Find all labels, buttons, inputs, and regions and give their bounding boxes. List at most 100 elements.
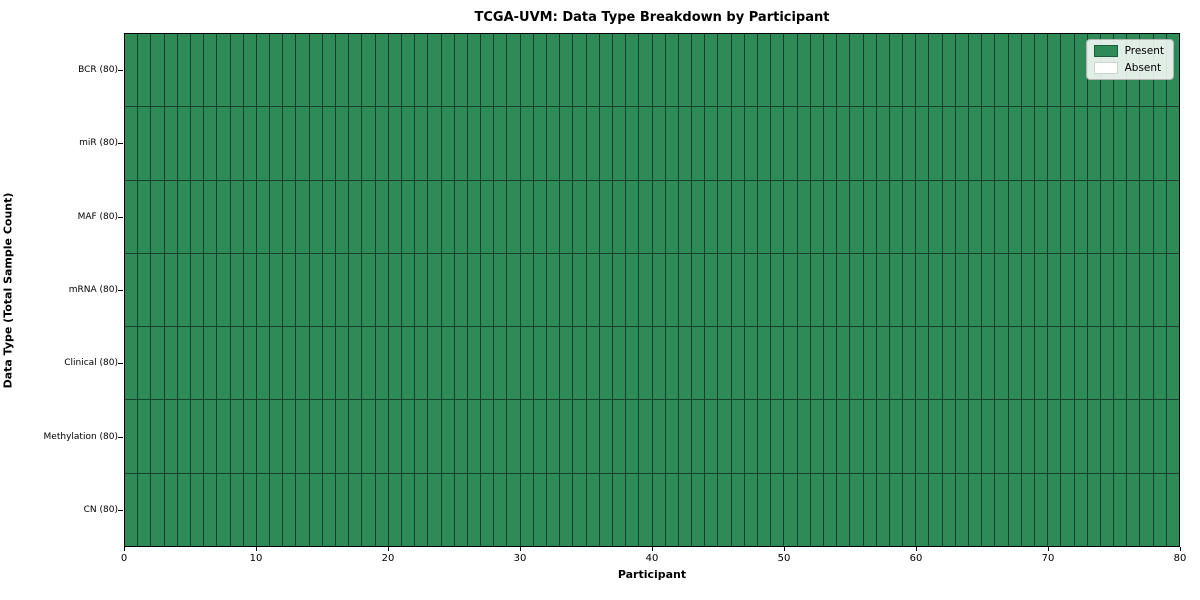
heatmap-cell	[810, 34, 823, 107]
heatmap-cell	[758, 400, 771, 473]
heatmap-cell	[217, 400, 230, 473]
heatmap-cell	[1166, 400, 1179, 473]
heatmap-cell	[1061, 253, 1074, 327]
heatmap-cell	[1034, 180, 1048, 253]
heatmap-cell	[692, 473, 705, 546]
y-tick-mark	[118, 69, 123, 71]
x-axis-label: Participant	[617, 568, 687, 581]
heatmap-cell	[916, 34, 929, 107]
heatmap-cell	[771, 180, 784, 253]
heatmap-cell	[731, 253, 744, 327]
heatmap-cell	[744, 180, 757, 253]
heatmap-cell	[982, 327, 995, 400]
heatmap-cell	[1114, 107, 1127, 180]
heatmap-cell	[164, 107, 177, 180]
heatmap-cell	[1021, 473, 1034, 546]
heatmap-cell	[573, 400, 586, 473]
heatmap-cell	[204, 180, 217, 253]
heatmap-grid	[125, 34, 1179, 546]
heatmap-cell	[718, 327, 731, 400]
heatmap-cell	[138, 400, 151, 473]
heatmap-cell	[995, 473, 1008, 546]
heatmap-cell	[520, 400, 533, 473]
heatmap-cell	[401, 34, 415, 107]
heatmap-cell	[454, 400, 467, 473]
heatmap-cell	[1021, 327, 1034, 400]
heatmap-cell	[270, 107, 283, 180]
heatmap-cell	[151, 34, 164, 107]
heatmap-cell	[718, 34, 731, 107]
heatmap-cell	[1114, 473, 1127, 546]
heatmap-cell	[256, 400, 270, 473]
heatmap-cell	[454, 107, 467, 180]
heatmap-cell	[270, 34, 283, 107]
heatmap-cell	[586, 327, 599, 400]
heatmap-cell	[243, 34, 256, 107]
heatmap-cell	[586, 253, 599, 327]
heatmap-cell	[1114, 400, 1127, 473]
heatmap-cell	[784, 180, 797, 253]
heatmap-cell	[1087, 400, 1100, 473]
x-tick-mark	[652, 547, 653, 551]
heatmap-cell	[942, 180, 955, 253]
heatmap-cell	[283, 180, 296, 253]
heatmap-cell	[230, 180, 243, 253]
heatmap-cell	[995, 34, 1008, 107]
heatmap-cell	[1100, 253, 1114, 327]
heatmap-cell	[955, 180, 968, 253]
heatmap-cell	[1153, 473, 1166, 546]
heatmap-cell	[560, 253, 573, 327]
heatmap-cell	[1021, 180, 1034, 253]
heatmap-cell	[758, 107, 771, 180]
heatmap-cell	[270, 327, 283, 400]
heatmap-cell	[428, 327, 441, 400]
heatmap-cell	[256, 473, 270, 546]
heatmap-cell	[441, 253, 454, 327]
x-tick-label: 10	[249, 553, 263, 564]
heatmap-cell	[626, 400, 639, 473]
y-tick-mark	[118, 510, 123, 512]
heatmap-cell	[705, 180, 718, 253]
heatmap-cell	[1114, 253, 1127, 327]
heatmap-cell	[929, 400, 942, 473]
heatmap-cell	[190, 34, 204, 107]
heatmap-cell	[1166, 107, 1179, 180]
heatmap-cell	[177, 34, 190, 107]
heatmap-cell	[639, 253, 652, 327]
chart-title: TCGA-UVM: Data Type Breakdown by Partici…	[474, 10, 830, 25]
heatmap-cell	[863, 180, 876, 253]
heatmap-cell	[138, 107, 151, 180]
heatmap-cell	[1008, 180, 1021, 253]
heatmap-cell	[692, 253, 705, 327]
heatmap-cell	[1127, 473, 1140, 546]
heatmap-cell	[1127, 253, 1140, 327]
heatmap-cell	[1100, 473, 1114, 546]
heatmap-cell	[863, 107, 876, 180]
heatmap-cell	[995, 180, 1008, 253]
heatmap-cell	[823, 253, 837, 327]
heatmap-cell	[903, 34, 916, 107]
heatmap-cell	[863, 473, 876, 546]
heatmap-cell	[1034, 107, 1048, 180]
heatmap-cell	[837, 327, 850, 400]
heatmap-cell	[322, 473, 335, 546]
heatmap-cell	[876, 473, 889, 546]
heatmap-cell	[388, 34, 401, 107]
heatmap-cell	[916, 180, 929, 253]
heatmap-cell	[718, 107, 731, 180]
heatmap-cell	[586, 34, 599, 107]
heatmap-cell	[731, 180, 744, 253]
heatmap-cell	[547, 400, 560, 473]
heatmap-cell	[388, 180, 401, 253]
heatmap-cell	[243, 400, 256, 473]
heatmap-cell	[797, 107, 810, 180]
heatmap-cell	[705, 253, 718, 327]
heatmap-cell	[138, 34, 151, 107]
heatmap-cell	[1008, 253, 1021, 327]
heatmap-cell	[784, 253, 797, 327]
heatmap-cell	[164, 253, 177, 327]
heatmap-cell	[1048, 327, 1061, 400]
heatmap-cell	[612, 107, 626, 180]
heatmap-cell	[533, 253, 546, 327]
x-tick-mark	[388, 547, 389, 551]
